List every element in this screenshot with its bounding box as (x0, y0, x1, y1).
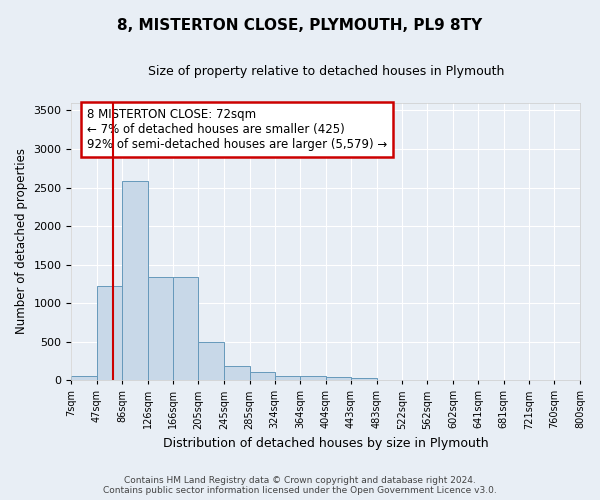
Bar (199, 342, 224, 380)
Bar (224, 366, 250, 380)
Bar (301, 376, 326, 380)
Bar (148, 277, 173, 380)
Bar (250, 372, 275, 380)
Bar (173, 277, 199, 380)
Bar (122, 182, 148, 380)
Bar (326, 378, 351, 380)
Text: Contains HM Land Registry data © Crown copyright and database right 2024.
Contai: Contains HM Land Registry data © Crown c… (103, 476, 497, 495)
Y-axis label: Number of detached properties: Number of detached properties (15, 148, 28, 334)
Bar (71, 376, 97, 380)
Bar (275, 376, 301, 380)
Title: Size of property relative to detached houses in Plymouth: Size of property relative to detached ho… (148, 65, 504, 78)
Text: 8 MISTERTON CLOSE: 72sqm
← 7% of detached houses are smaller (425)
92% of semi-d: 8 MISTERTON CLOSE: 72sqm ← 7% of detache… (86, 108, 387, 152)
X-axis label: Distribution of detached houses by size in Plymouth: Distribution of detached houses by size … (163, 437, 488, 450)
Text: 8, MISTERTON CLOSE, PLYMOUTH, PL9 8TY: 8, MISTERTON CLOSE, PLYMOUTH, PL9 8TY (118, 18, 482, 32)
Bar (351, 378, 377, 380)
Bar (97, 286, 122, 380)
